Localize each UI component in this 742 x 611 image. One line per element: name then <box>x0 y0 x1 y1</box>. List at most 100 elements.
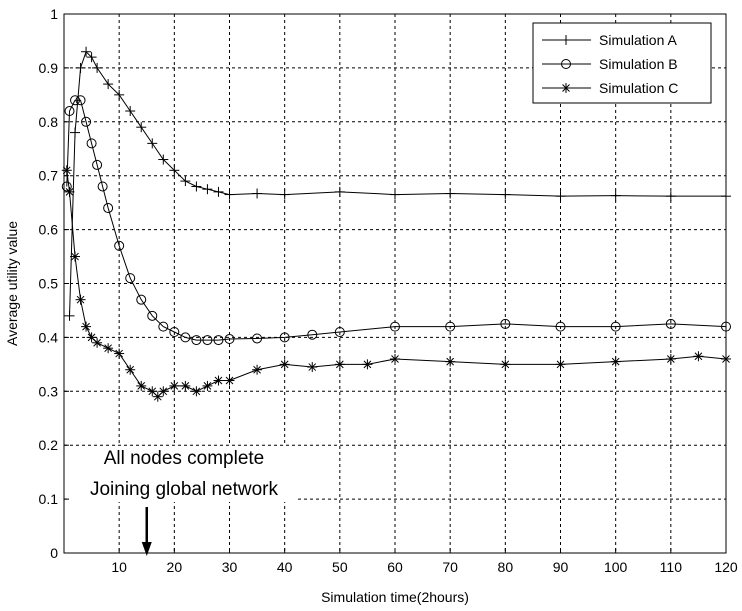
data-point <box>92 337 103 348</box>
data-point <box>92 62 103 73</box>
legend-item: Simulation A <box>542 32 677 48</box>
legend-marker <box>561 35 571 45</box>
data-point <box>114 240 125 251</box>
series-line <box>66 99 727 341</box>
data-point <box>665 353 676 364</box>
data-point <box>103 203 114 214</box>
data-point <box>693 351 704 362</box>
legend-label: Simulation A <box>599 32 677 48</box>
data-point <box>334 359 345 370</box>
data-point <box>307 362 318 373</box>
y-tick-label: 0.8 <box>39 114 59 130</box>
annotation-line-2: Joining global network <box>90 479 279 500</box>
data-point <box>202 380 213 391</box>
data-point <box>202 335 213 346</box>
annotation: All nodes complete Joining global networ… <box>70 446 298 556</box>
data-point <box>213 375 224 386</box>
data-point <box>334 186 345 197</box>
data-point <box>279 332 290 343</box>
x-tick-label: 30 <box>222 559 238 575</box>
data-point <box>81 321 92 332</box>
x-tick-label: 60 <box>387 559 403 575</box>
data-point <box>75 95 86 106</box>
data-point <box>500 318 511 329</box>
series-plus <box>64 46 731 321</box>
data-point <box>136 122 147 133</box>
data-point <box>180 380 191 391</box>
data-point <box>152 391 163 402</box>
data-point <box>500 189 511 200</box>
data-point <box>92 159 103 170</box>
data-point <box>114 89 125 100</box>
data-point <box>125 273 136 284</box>
y-tick-label: 0.9 <box>39 60 59 76</box>
series-star <box>61 165 731 402</box>
x-tick-label: 100 <box>604 559 628 575</box>
data-point <box>61 181 72 192</box>
data-point <box>147 310 158 321</box>
data-point <box>390 321 400 332</box>
data-point <box>252 364 263 375</box>
data-point <box>147 386 158 397</box>
data-point <box>191 386 202 397</box>
data-point <box>224 375 235 386</box>
y-tick-label: 0.5 <box>39 276 59 292</box>
data-point <box>103 79 114 90</box>
data-point <box>445 188 456 199</box>
data-point <box>61 165 72 176</box>
data-point <box>224 189 235 200</box>
data-point <box>64 106 75 117</box>
legend-label: Simulation C <box>599 80 678 96</box>
y-tick-label: 0.7 <box>39 168 59 184</box>
data-point <box>70 95 81 106</box>
data-point <box>158 386 169 397</box>
data-point <box>86 52 97 63</box>
data-point <box>334 327 345 338</box>
data-point <box>202 184 213 195</box>
data-point <box>169 380 180 391</box>
data-point <box>665 318 676 329</box>
legend-item: Simulation C <box>542 80 678 96</box>
data-point <box>610 190 621 201</box>
data-point <box>75 294 86 305</box>
data-point <box>445 321 456 332</box>
data-point <box>191 335 202 346</box>
data-point <box>721 353 731 364</box>
data-point <box>191 181 202 192</box>
annotation-arrow-head <box>141 542 152 556</box>
data-point <box>213 335 224 346</box>
series-line <box>69 50 726 316</box>
x-tick-label: 40 <box>277 559 293 575</box>
data-point <box>103 343 114 354</box>
data-point <box>64 310 75 321</box>
y-tick-label: 1 <box>50 6 58 22</box>
y-tick-label: 0.1 <box>39 491 59 507</box>
x-tick-label: 20 <box>167 559 183 575</box>
x-axis-label: Simulation time(2hours) <box>321 589 469 605</box>
data-point <box>158 321 169 332</box>
data-point <box>136 380 147 391</box>
data-point <box>180 332 191 343</box>
y-tick-label: 0.2 <box>39 437 59 453</box>
y-axis-ticks: 0 0.1 0.2 0.3 0.4 0.5 0.6 0.7 0.8 0.9 1 <box>39 6 69 561</box>
legend-marker <box>561 83 571 93</box>
y-tick-label: 0.4 <box>39 329 59 345</box>
x-tick-label: 110 <box>660 559 683 575</box>
data-point <box>307 329 318 340</box>
data-point <box>555 191 566 202</box>
legend-box <box>532 22 712 104</box>
data-point <box>555 359 566 370</box>
series-layer <box>61 46 731 402</box>
data-point <box>125 364 136 375</box>
x-tick-label: 80 <box>498 559 514 575</box>
data-point <box>721 191 731 202</box>
x-tick-label: 120 <box>714 559 738 575</box>
y-tick-label: 0.6 <box>39 222 59 238</box>
data-point <box>362 359 373 370</box>
data-point <box>75 62 86 73</box>
data-point <box>70 251 81 262</box>
data-point <box>147 138 158 149</box>
data-point <box>70 127 81 138</box>
x-tick-label: 70 <box>442 559 458 575</box>
